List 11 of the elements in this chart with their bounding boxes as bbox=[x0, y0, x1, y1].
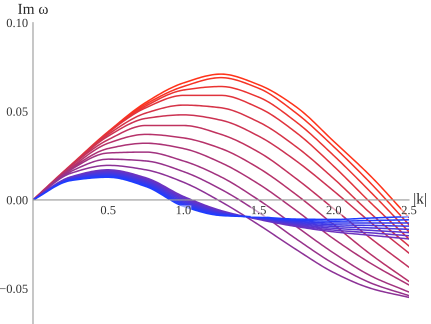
x-tick-label: 0.5 bbox=[100, 206, 116, 214]
y-tick-label: 0.00 bbox=[6, 196, 28, 204]
y-tick-label: 0.05 bbox=[6, 107, 28, 116]
x-axis-title: |k| bbox=[414, 192, 426, 207]
x-tick-label: 2.5 bbox=[402, 206, 416, 214]
y-tick-label: −0.05 bbox=[0, 284, 28, 294]
x-tick-label: 1.5 bbox=[252, 206, 266, 214]
x-tick-label: 2.0 bbox=[326, 206, 342, 214]
y-axis-title: Im ω bbox=[18, 4, 48, 14]
x-tick-label: 1.0 bbox=[176, 206, 191, 214]
y-tick-label: 0.10 bbox=[6, 18, 28, 28]
